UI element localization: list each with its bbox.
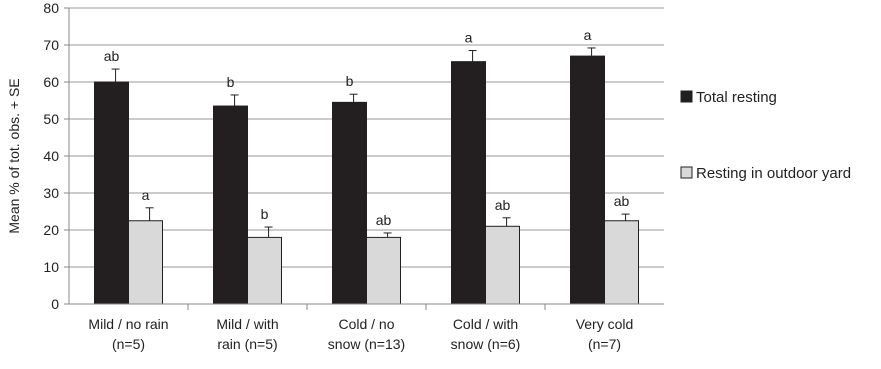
y-tick-label: 70 xyxy=(43,37,59,53)
y-tick-label: 30 xyxy=(43,185,59,201)
x-category-label: Cold / no xyxy=(338,316,394,332)
x-category-label: (n=7) xyxy=(588,336,621,352)
bar-resting-outdoor xyxy=(604,220,639,305)
y-tick-label: 0 xyxy=(51,296,59,312)
x-category-label: snow (n=6) xyxy=(451,336,521,352)
x-category-label: rain (n=5) xyxy=(217,336,277,352)
x-category-label: Mild / no rain xyxy=(88,316,168,332)
significance-label: ab xyxy=(376,212,392,228)
bar-total-resting xyxy=(451,61,486,305)
significance-label: b xyxy=(346,73,354,89)
y-tick-label: 80 xyxy=(43,0,59,16)
significance-label: b xyxy=(261,206,269,222)
bars xyxy=(94,55,639,305)
y-tick-label: 20 xyxy=(43,222,59,238)
legend-label: Total resting xyxy=(696,89,777,106)
bar-resting-outdoor xyxy=(128,220,163,305)
bar-resting-outdoor xyxy=(485,225,520,305)
error-bars xyxy=(111,47,630,238)
y-tick-label: 60 xyxy=(43,74,59,90)
bar-total-resting xyxy=(213,105,248,305)
significance-label: b xyxy=(227,74,235,90)
significance-label: ab xyxy=(495,197,511,213)
y-tick-label: 40 xyxy=(43,148,59,164)
significance-label: a xyxy=(142,187,150,203)
x-category-label: (n=5) xyxy=(112,336,145,352)
bar-resting-outdoor xyxy=(247,236,282,305)
legend: Total resting Resting in outdoor yard xyxy=(680,89,851,182)
y-tick-label: 50 xyxy=(43,111,59,127)
bar-total-resting xyxy=(332,101,367,305)
y-tick-labels: 0 10 20 30 40 50 60 70 80 xyxy=(43,0,69,312)
x-category-label: Cold / with xyxy=(453,316,518,332)
legend-swatch xyxy=(680,90,693,103)
y-tick-label: 10 xyxy=(43,259,59,275)
significance-label: ab xyxy=(104,48,120,64)
bar-total-resting xyxy=(570,55,605,305)
significance-label: ab xyxy=(614,193,630,209)
x-category-label: Mild / with xyxy=(216,316,278,332)
significance-label: a xyxy=(465,30,473,46)
bar-total-resting xyxy=(94,81,129,305)
legend-label: Resting in outdoor yard xyxy=(696,165,851,182)
x-category-labels: Mild / no rain (n=5) Mild / with rain (n=5)… xyxy=(88,304,633,352)
x-category-label: snow (n=13) xyxy=(328,336,405,352)
significance-label: a xyxy=(584,27,592,43)
bar-resting-outdoor xyxy=(366,236,401,305)
legend-swatch xyxy=(680,166,693,179)
x-category-label: Very cold xyxy=(576,316,634,332)
y-axis-title: Mean % of tot. obs. + SE xyxy=(6,78,22,233)
